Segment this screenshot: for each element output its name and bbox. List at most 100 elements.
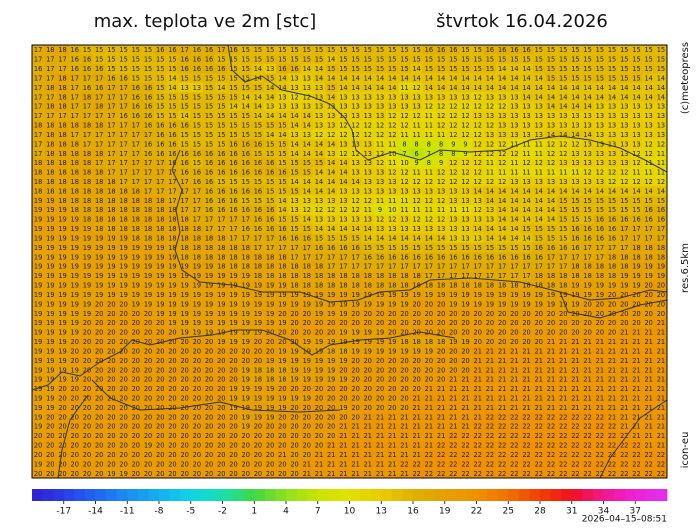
temperature-value: 13 bbox=[474, 216, 482, 224]
temperature-value: 18 bbox=[400, 282, 408, 290]
temperature-value: 13 bbox=[632, 131, 640, 139]
temperature-value: 20 bbox=[193, 347, 201, 355]
colorbar-segment bbox=[381, 489, 393, 501]
temperature-value: 20 bbox=[180, 460, 188, 468]
temperature-cell bbox=[508, 157, 521, 168]
temperature-cell bbox=[239, 167, 253, 178]
temperature-value: 19 bbox=[339, 357, 347, 365]
temperature-value: 17 bbox=[156, 159, 164, 167]
temperature-value: 22 bbox=[583, 451, 591, 459]
temperature-value: 20 bbox=[242, 442, 250, 450]
temperature-value: 14 bbox=[242, 93, 250, 101]
temperature-value: 13 bbox=[376, 112, 384, 120]
temperature-cell bbox=[557, 167, 570, 178]
temperature-value: 19 bbox=[315, 310, 323, 318]
temperature-value: 11 bbox=[535, 169, 543, 177]
temperature-value: 20 bbox=[290, 310, 298, 318]
temperature-value: 21 bbox=[449, 385, 457, 393]
temperature-value: 20 bbox=[229, 460, 237, 468]
temperature-cell bbox=[93, 148, 106, 159]
temperature-value: 14 bbox=[461, 84, 469, 92]
temperature-cell bbox=[178, 110, 192, 121]
temperature-cell bbox=[496, 73, 509, 83]
temperature-cell bbox=[117, 186, 130, 196]
temperature-cell bbox=[68, 110, 82, 121]
temperature-value: 15 bbox=[193, 122, 201, 130]
temperature-cell bbox=[80, 148, 94, 159]
temperature-value: 20 bbox=[644, 291, 652, 299]
temperature-value: 13 bbox=[351, 103, 359, 111]
temperature-value: 21 bbox=[425, 394, 433, 402]
temperature-value: 14 bbox=[364, 74, 372, 82]
temperature-value: 17 bbox=[657, 234, 665, 242]
temperature-value: 19 bbox=[58, 376, 66, 384]
temperature-cell bbox=[618, 157, 631, 168]
temperature-cell bbox=[532, 54, 546, 65]
temperature-cell bbox=[581, 129, 595, 140]
temperature-value: 16 bbox=[596, 225, 604, 233]
temperature-value: 19 bbox=[205, 263, 213, 271]
temperature-value: 21 bbox=[376, 451, 384, 459]
temperature-value: 19 bbox=[217, 282, 225, 290]
temperature-value: 13 bbox=[620, 112, 628, 120]
temperature-value: 12 bbox=[449, 131, 457, 139]
temperature-cell bbox=[141, 120, 155, 131]
temperature-value: 20 bbox=[510, 310, 518, 318]
temperature-value: 18 bbox=[46, 150, 54, 158]
temperature-cell bbox=[68, 195, 82, 206]
temperature-value: 21 bbox=[327, 460, 335, 468]
temperature-value: 19 bbox=[71, 272, 79, 280]
temperature-cell bbox=[56, 54, 69, 65]
colorbar-segment bbox=[518, 489, 530, 501]
temperature-value: 19 bbox=[144, 244, 152, 252]
temperature-value: 16 bbox=[217, 150, 225, 158]
temperature-value: 16 bbox=[242, 159, 250, 167]
temperature-value: 16 bbox=[205, 150, 213, 158]
temperature-cell bbox=[361, 45, 375, 55]
temperature-value: 22 bbox=[547, 470, 555, 478]
temperature-cell bbox=[422, 63, 436, 74]
colorbar-segment bbox=[116, 489, 128, 501]
temperature-value: 13 bbox=[522, 178, 530, 186]
temperature-cell bbox=[605, 176, 619, 187]
temperature-cell bbox=[496, 148, 509, 159]
temperature-value: 21 bbox=[644, 423, 652, 431]
temperature-value: 20 bbox=[34, 451, 42, 459]
temperature-cell bbox=[581, 82, 595, 93]
temperature-value: 12 bbox=[474, 206, 482, 214]
temperature-value: 19 bbox=[242, 338, 250, 346]
temperature-value: 12 bbox=[620, 178, 628, 186]
temperature-value: 11 bbox=[486, 169, 494, 177]
temperature-cell bbox=[251, 195, 265, 206]
temperature-cell bbox=[129, 54, 143, 65]
temperature-value: 12 bbox=[498, 140, 506, 148]
temperature-cell bbox=[593, 157, 607, 168]
temperature-value: 19 bbox=[119, 470, 127, 478]
temperature-value: 19 bbox=[107, 470, 115, 478]
colorbar-tick-label: 1 bbox=[251, 507, 257, 517]
temperature-value: 19 bbox=[71, 329, 79, 337]
temperature-value: 15 bbox=[559, 65, 567, 73]
colorbar-segment bbox=[148, 489, 160, 501]
temperature-value: 19 bbox=[83, 234, 91, 242]
temperature-value: 17 bbox=[229, 225, 237, 233]
temperature-cell bbox=[215, 82, 228, 93]
temperature-value: 21 bbox=[498, 385, 506, 393]
temperature-cell bbox=[215, 148, 228, 159]
temperature-value: 13 bbox=[559, 112, 567, 120]
temperature-value: 22 bbox=[522, 413, 530, 421]
temperature-cell bbox=[190, 139, 204, 149]
temperature-value: 18 bbox=[376, 282, 384, 290]
temperature-value: 19 bbox=[400, 347, 408, 355]
temperature-cell bbox=[410, 45, 424, 55]
temperature-value: 16 bbox=[278, 225, 286, 233]
temperature-value: 14 bbox=[644, 84, 652, 92]
temperature-value: 19 bbox=[339, 329, 347, 337]
temperature-value: 14 bbox=[571, 84, 579, 92]
temperature-value: 19 bbox=[351, 347, 359, 355]
temperature-cell bbox=[264, 157, 277, 168]
temperature-cell bbox=[105, 148, 118, 159]
temperature-cell bbox=[93, 195, 106, 206]
temperature-value: 18 bbox=[144, 234, 152, 242]
temperature-value: 17 bbox=[217, 216, 225, 224]
